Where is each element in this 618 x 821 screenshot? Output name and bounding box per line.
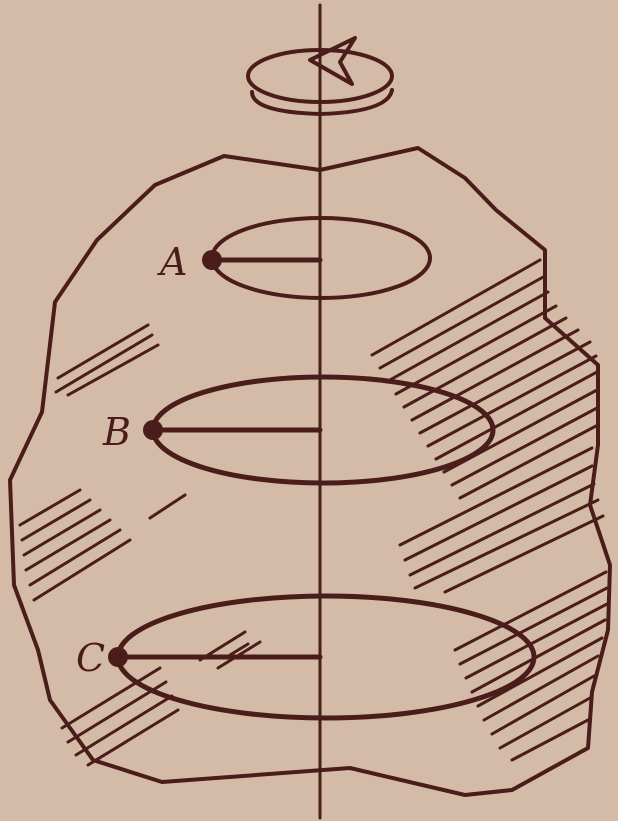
orbit-c: C	[76, 593, 537, 721]
point-a-marker	[202, 250, 222, 270]
rotation-arrow-icon	[246, 36, 394, 116]
shading-hatching	[18, 258, 609, 767]
orbit-a: A	[157, 216, 432, 300]
point-b-label: B	[102, 410, 131, 454]
point-c-label: C	[76, 636, 105, 680]
point-b-marker	[143, 420, 163, 440]
point-c-marker	[108, 647, 128, 667]
orbit-b: B	[102, 374, 496, 486]
body-outline	[8, 146, 612, 797]
point-a-label: A	[157, 240, 187, 284]
